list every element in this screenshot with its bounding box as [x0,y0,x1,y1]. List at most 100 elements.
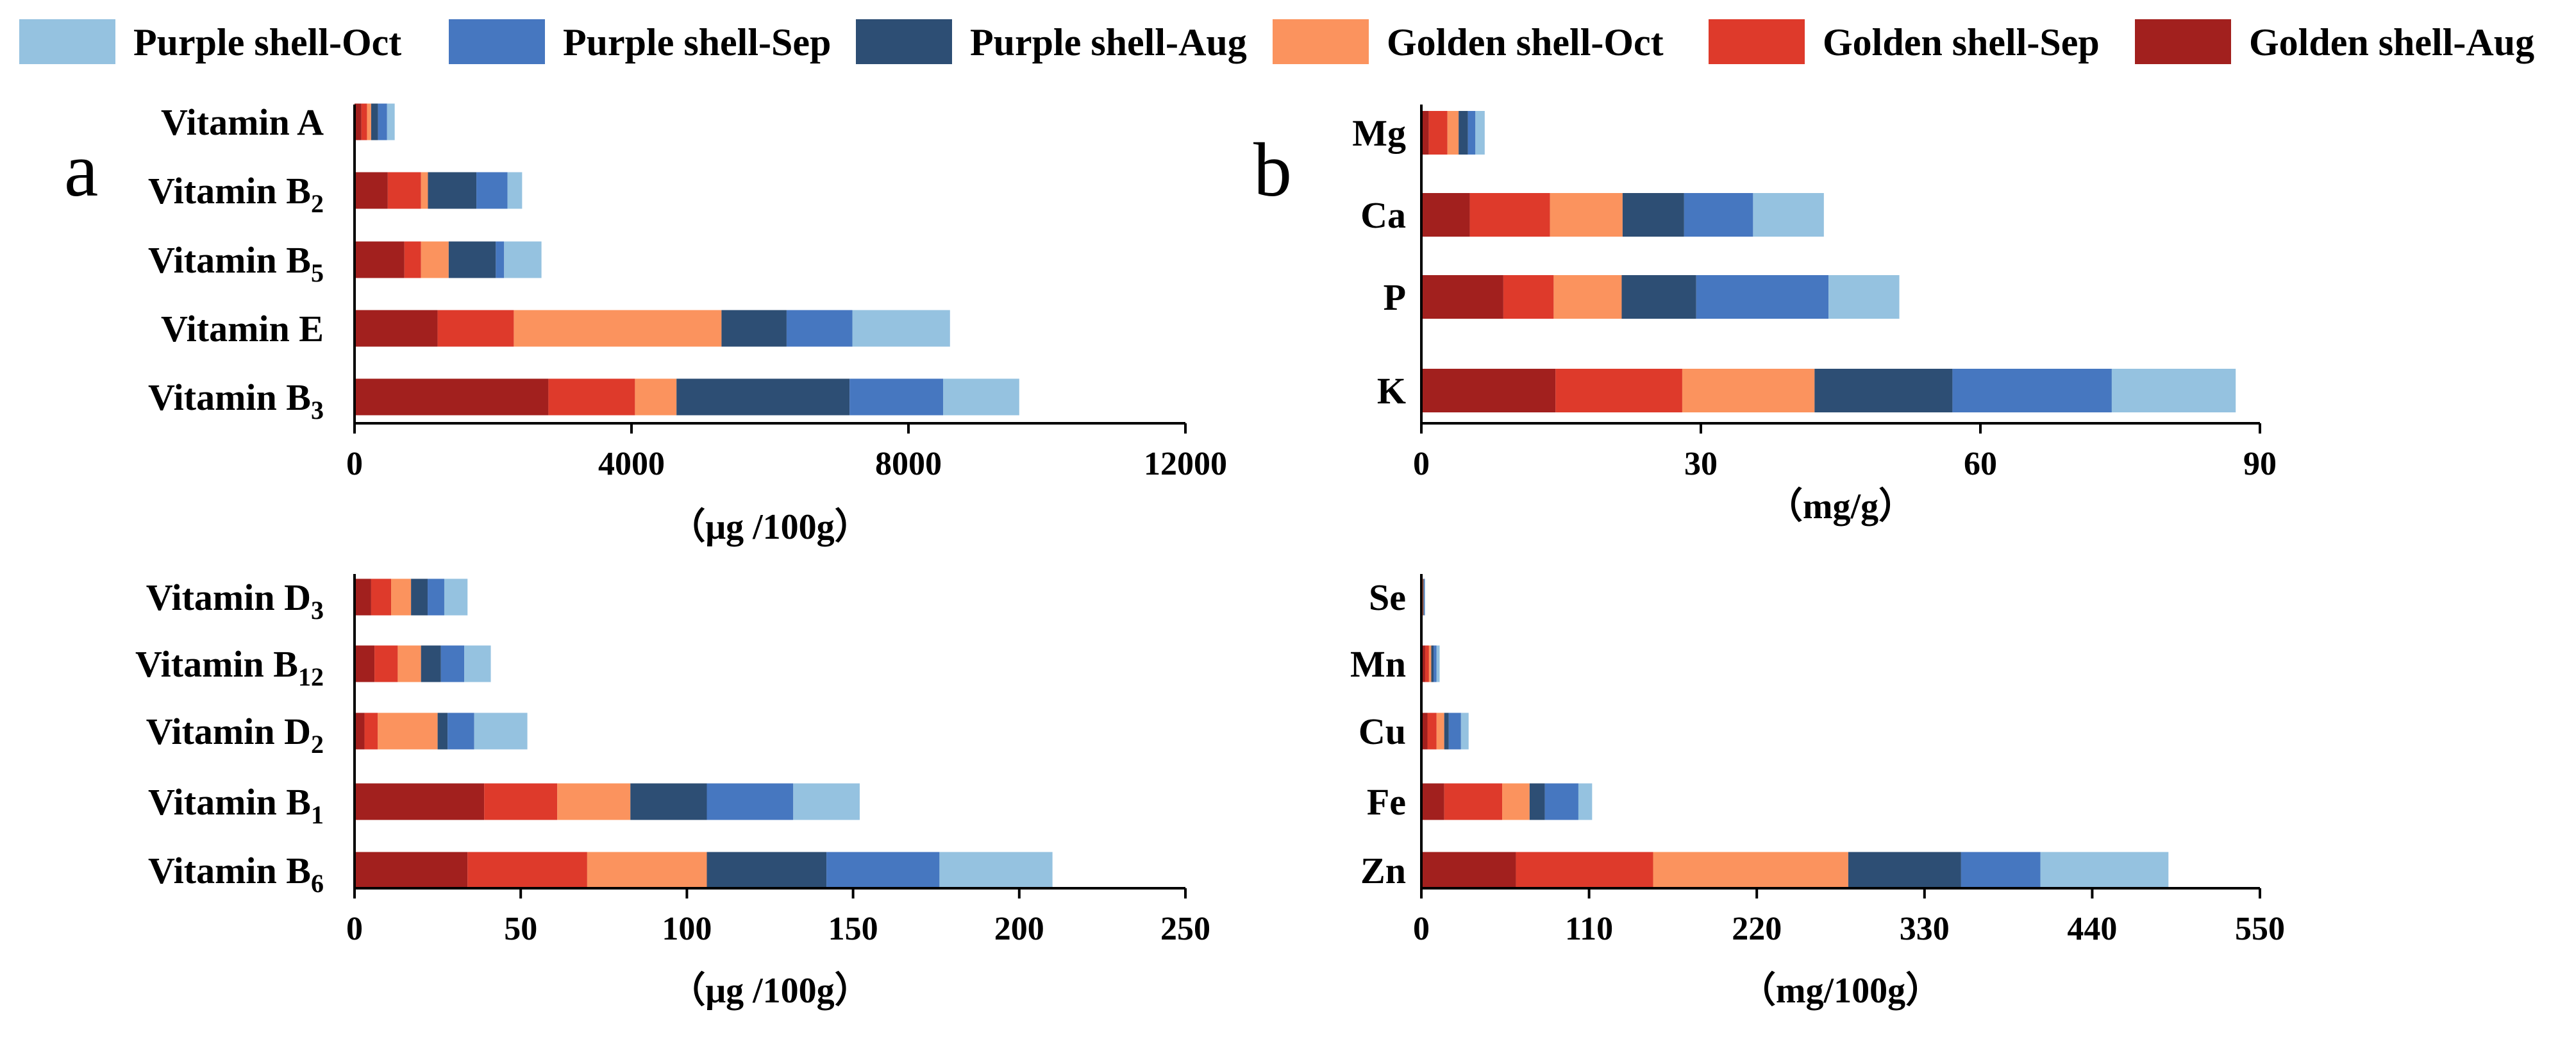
bar-segment-purple-shell-oct [1436,645,1440,682]
legend-swatch [19,19,115,64]
x-tick-label: 250 [1160,911,1210,947]
bar-segment-purple-shell-oct [1578,783,1593,820]
bar-segment-purple-shell-oct [464,645,491,682]
x-tick-label: 4000 [598,446,665,482]
bar-segment-golden-shell-aug [355,172,388,209]
bar-segment-purple-shell-sep [476,172,508,209]
bar-segment-golden-shell-sep [484,783,558,820]
category-label: Ca [1360,194,1406,236]
x-tick-label: 0 [346,446,363,482]
bar-segment-purple-shell-oct [1460,713,1469,750]
category-label: Vitamin B6 [148,850,324,898]
bar-segment-purple-shell-sep [428,578,444,616]
x-tick-label: 110 [1565,911,1613,947]
bar-segment-purple-shell-oct [1753,193,1824,237]
panel-letter-a: a [64,127,98,212]
bar-segment-purple-shell-oct [504,241,542,278]
bar-segment-golden-shell-sep [437,310,514,347]
category-label: Mg [1352,112,1406,154]
bar-segment-purple-shell-sep [1424,578,1425,616]
bar-segment-golden-shell-aug [1421,713,1428,750]
legend-swatch [1709,19,1805,64]
bars [1421,111,2236,412]
bar-segment-golden-shell-oct [421,172,428,209]
trace-mineral-chart: Se Mn Cu Fe Zn0 110 220 330 440 550 （mg/100g） [1350,574,2285,1011]
category-label: Vitamin E [161,308,324,350]
bar-segment-golden-shell-sep [1425,645,1429,682]
legend-swatch [1273,19,1369,64]
bar-segment-golden-shell-sep [371,578,392,616]
bar-segment-purple-shell-aug [411,578,428,616]
bar-segment-golden-shell-aug [1421,783,1444,820]
x-tick-label: 0 [1413,911,1430,947]
bar-segment-golden-shell-sep [1427,713,1437,750]
x-tick-label: 220 [1732,911,1782,947]
bar-segment-golden-shell-aug [355,103,362,140]
bar-segment-golden-shell-sep [467,852,587,889]
bar-segment-purple-shell-oct [2111,369,2236,412]
bar-segment-golden-shell-sep [1444,783,1503,820]
bar-segment-golden-shell-sep [1469,193,1550,237]
bar-segment-golden-shell-oct [587,852,707,889]
bar-segment-golden-shell-aug [355,645,375,682]
bar-segment-purple-shell-sep [1696,275,1829,319]
bar-segment-purple-shell-aug [707,852,827,889]
legend-label: Golden shell-Oct [1387,21,1664,63]
bar-segment-golden-shell-oct [1447,111,1459,155]
legend-label: Purple shell-Oct [133,21,401,63]
bar-segment-purple-shell-aug [630,783,707,820]
bar-segment-golden-shell-sep [387,172,421,209]
bar-segment-golden-shell-oct [1553,275,1622,319]
bar-segment-purple-shell-aug [721,310,787,347]
bar-segment-golden-shell-oct [1550,193,1623,237]
category-label: Vitamin A [161,101,324,143]
x-tick-label: 200 [994,911,1044,947]
category-label: Cu [1359,711,1406,752]
bar-segment-golden-shell-sep [1503,275,1554,319]
bar-segment-golden-shell-aug [355,378,549,416]
x-tick-label: 12000 [1144,446,1227,482]
bar-segment-purple-shell-sep [447,713,474,750]
bar-segment-golden-shell-sep [1555,369,1682,412]
category-label: Zn [1360,850,1406,891]
legend-label: Purple shell-Aug [970,21,1247,63]
bar-segment-golden-shell-oct [397,645,421,682]
bar-segment-golden-shell-oct [514,310,722,347]
bar-segment-purple-shell-sep [1448,713,1461,750]
category-label: P [1384,276,1406,318]
vitamin-chart-bottom: Vitamin D3 Vitamin B12 Vitamin D2 Vitamin B… [135,574,1210,1011]
legend-label: Purple shell-Sep [563,21,831,63]
bar-segment-purple-shell-sep [1961,852,2041,889]
bar-segment-purple-shell-aug [1621,275,1696,319]
bar-segment-purple-shell-aug [676,378,850,416]
legend-item-golden-shell-sep: Golden shell-Sep [1709,19,2100,64]
bar-segment-golden-shell-sep [548,378,635,416]
bar-segment-purple-shell-oct [387,103,395,140]
bar-segment-golden-shell-aug [355,852,468,889]
bar-segment-purple-shell-oct [1475,111,1485,155]
bar-segment-golden-shell-oct [378,713,438,750]
bar-segment-golden-shell-aug [1421,275,1503,319]
bar-segment-purple-shell-aug [437,713,448,750]
bar-segment-purple-shell-sep [1468,111,1476,155]
bar-segment-purple-shell-oct [939,852,1053,889]
legend-item-purple-shell-aug: Purple shell-Aug [856,19,1247,64]
x-tick-label: 50 [504,911,537,947]
category-label: Fe [1367,781,1406,823]
bars [355,578,1053,889]
bar-segment-purple-shell-aug [1848,852,1961,889]
bar-segment-purple-shell-sep [496,241,505,278]
x-tick-label: 30 [1684,446,1718,482]
bar-segment-golden-shell-sep [404,241,421,278]
bar-segment-purple-shell-aug [371,103,378,140]
legend-swatch [2135,19,2231,64]
x-tick-label: 8000 [875,446,942,482]
category-label: K [1377,370,1406,412]
bar-segment-golden-shell-oct [367,103,371,140]
x-tick-label: 330 [1900,911,1950,947]
category-label: Vitamin D3 [146,577,324,625]
x-tick-label: 90 [2243,446,2277,482]
bar-segment-golden-shell-oct [1682,369,1815,412]
legend-label: Golden shell-Aug [2249,21,2534,63]
